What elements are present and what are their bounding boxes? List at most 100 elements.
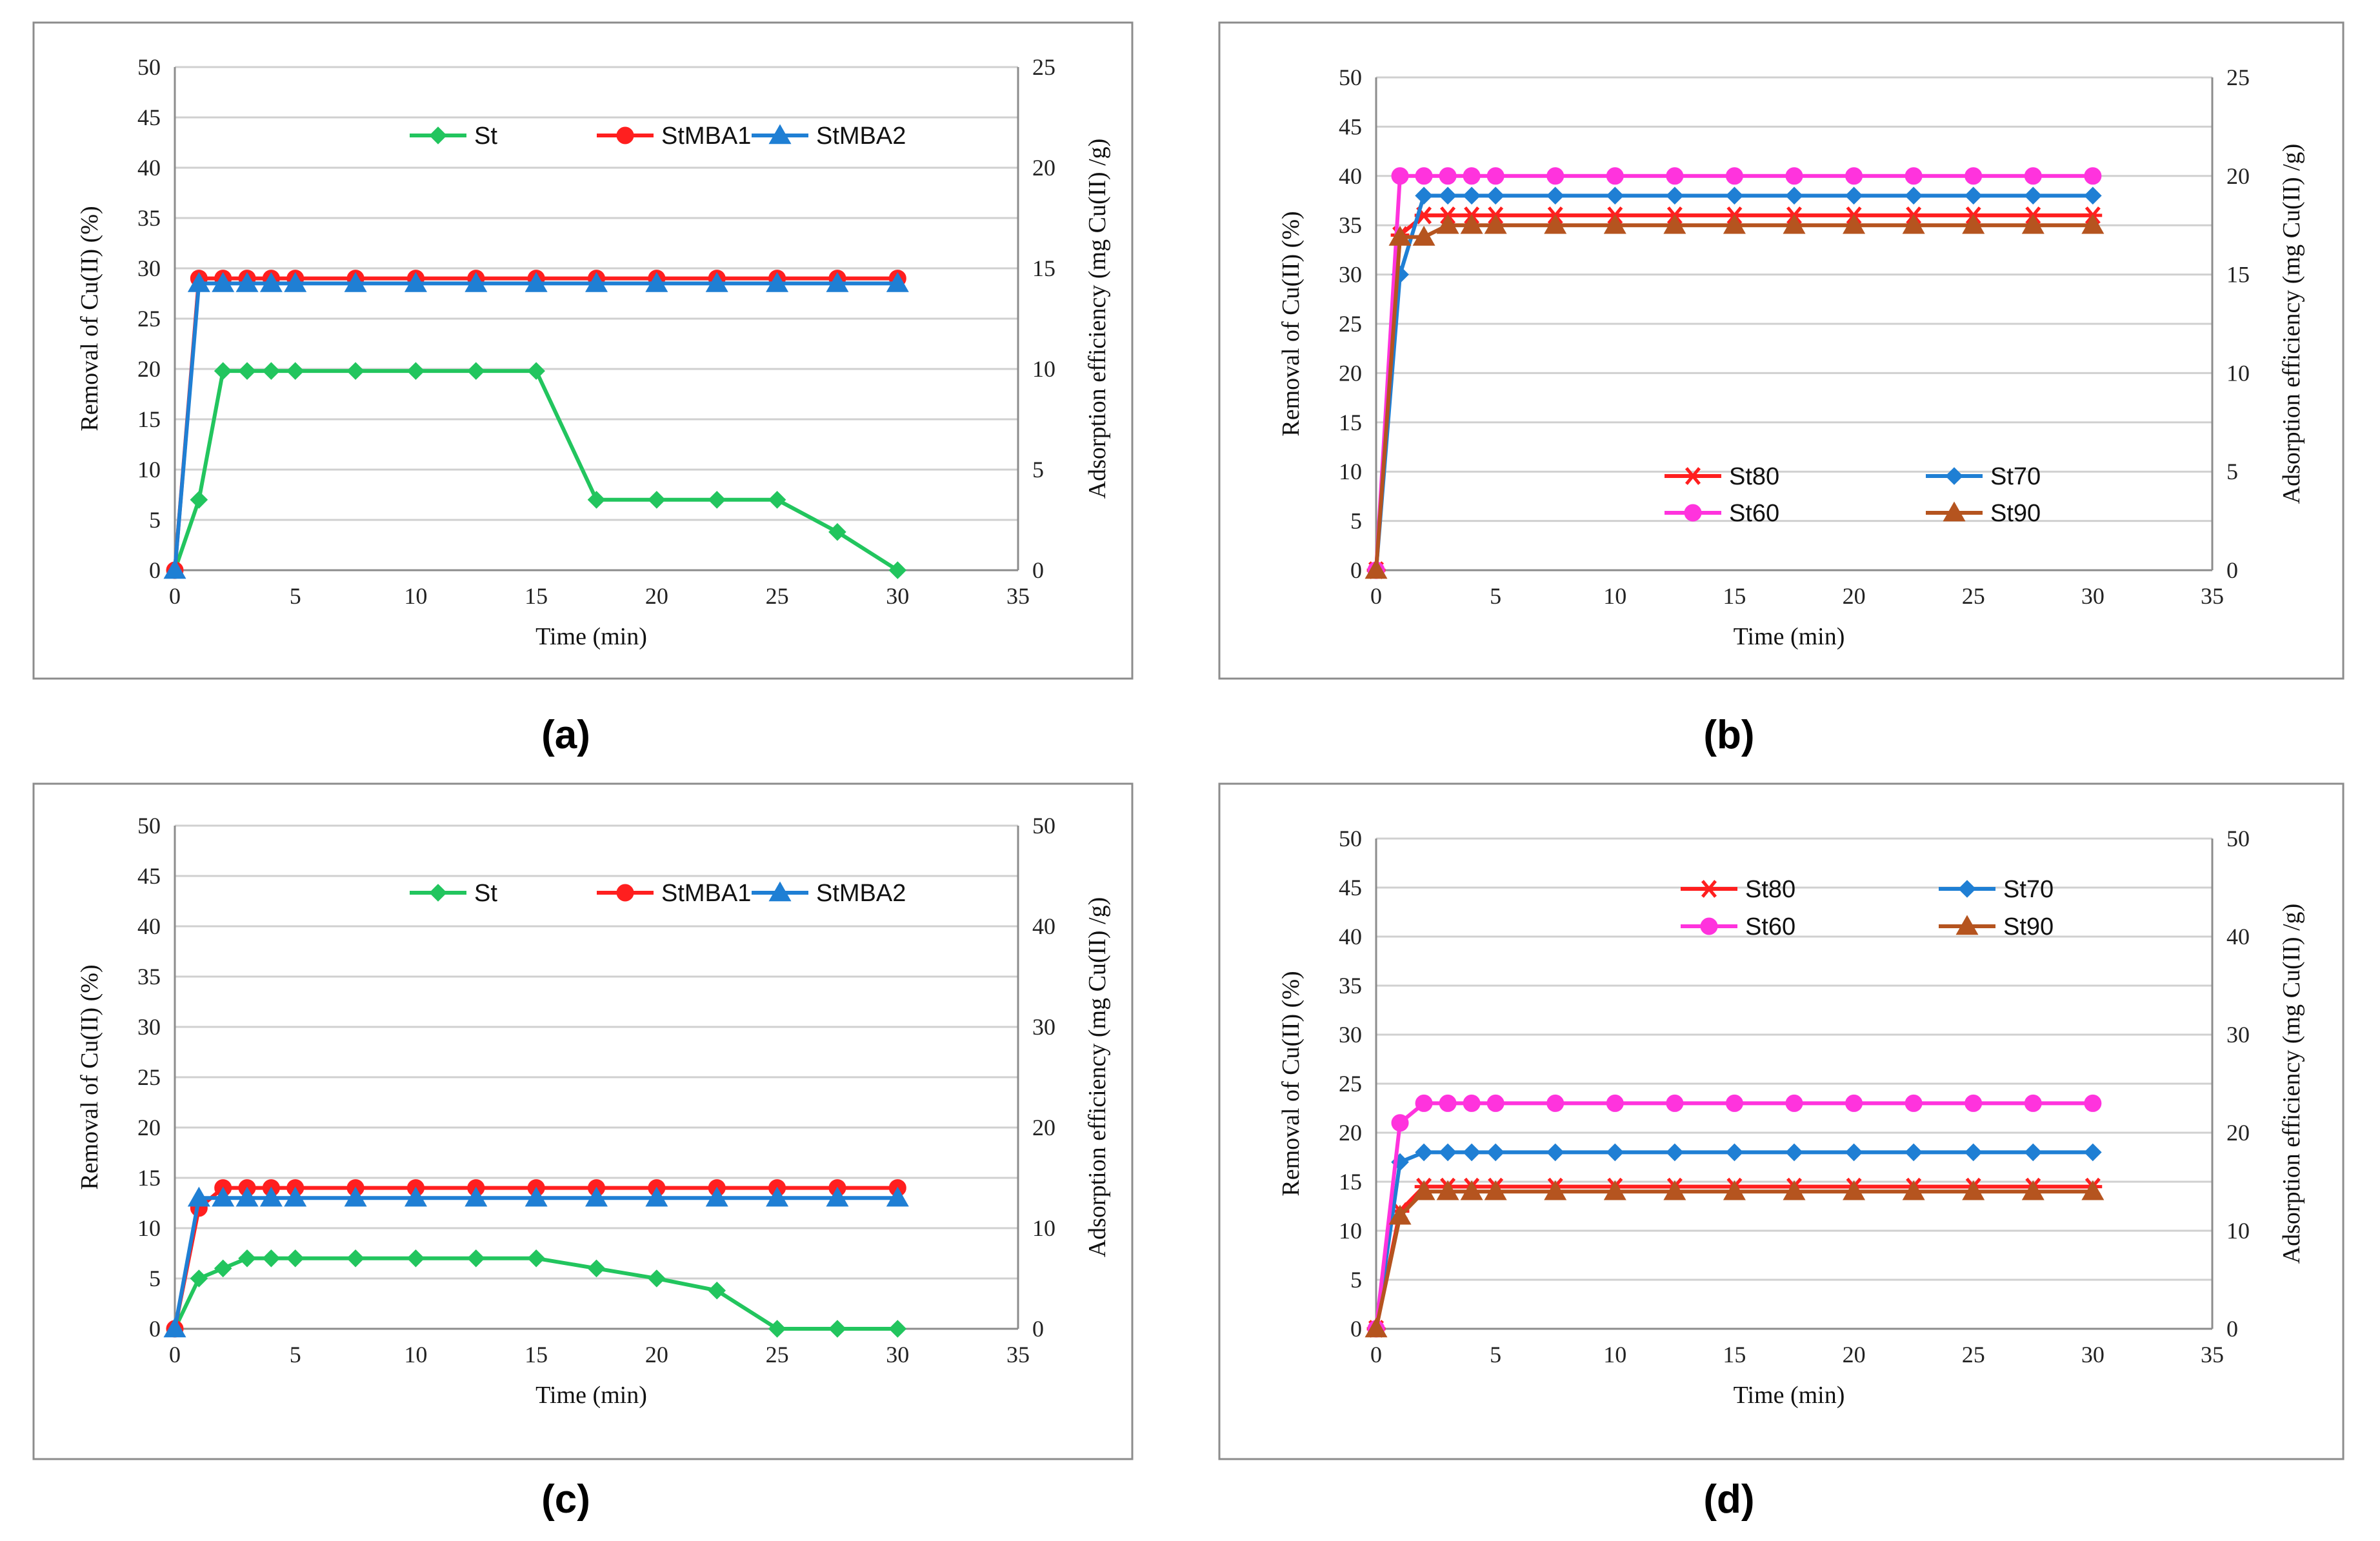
- y-tick-label: 5: [1350, 508, 1362, 534]
- y-tick-label: 15: [137, 1165, 161, 1191]
- y2-tick-label: 0: [1032, 557, 1044, 583]
- legend-label: StMBA1: [661, 123, 751, 150]
- data-point: [1486, 1094, 1505, 1112]
- y-tick-label: 15: [137, 406, 161, 432]
- data-point: [466, 362, 485, 380]
- series-line: [1374, 213, 2093, 571]
- y-tick-label: 25: [1339, 1071, 1362, 1097]
- data-point: [1388, 226, 1412, 246]
- data-point: [1902, 1180, 1925, 1200]
- y-tick-label: 30: [1339, 1022, 1362, 1048]
- y-axis-label: Removal of Cu(II) (%): [1277, 971, 1305, 1196]
- data-point: [1843, 214, 1866, 234]
- series-line: [1374, 194, 2093, 571]
- legend-marker: [1958, 880, 1976, 898]
- y-tick-label: 45: [137, 863, 161, 889]
- x-tick-label: 0: [169, 583, 181, 609]
- y2-tick-label: 10: [1032, 356, 1055, 382]
- y-tick-label: 10: [1339, 459, 1362, 484]
- y2-tick-label: 15: [2226, 262, 2250, 288]
- data-point: [406, 1249, 425, 1268]
- y2-tick-label: 25: [1032, 54, 1055, 80]
- data-point: [888, 1320, 907, 1338]
- y-tick-label: 40: [137, 155, 161, 181]
- y-tick-label: 0: [1350, 1316, 1362, 1342]
- y-tick-label: 20: [137, 1115, 161, 1140]
- data-point: [1463, 1143, 1481, 1162]
- data-point: [1391, 1153, 1409, 1171]
- x-tick-label: 15: [525, 1342, 548, 1367]
- data-point: [1460, 1180, 1483, 1200]
- y2-tick-label: 40: [1032, 913, 1055, 939]
- data-point: [1725, 167, 1743, 185]
- x-tick-label: 35: [1006, 1342, 1030, 1367]
- series-line: [173, 276, 898, 571]
- series-line: [1374, 1101, 2093, 1329]
- y-tick-label: 40: [137, 913, 161, 939]
- legend-marker: [616, 126, 634, 144]
- data-point: [828, 522, 846, 541]
- legend-label: St70: [2003, 876, 2054, 903]
- series-St90: [1365, 1180, 2105, 1338]
- y2-tick-label: 5: [2226, 459, 2238, 484]
- x-tick-label: 35: [1006, 583, 1030, 609]
- x-tick-label: 0: [1370, 1342, 1382, 1367]
- data-point: [1905, 1094, 1923, 1112]
- chart-panel-3: 0 5 10 15 20 25 30 35 40 45 50 0 10 20 30 40 50 0 5 10 15 20 2…: [32, 782, 1134, 1460]
- legend-marker: [429, 884, 447, 902]
- asterisk-stroke: [1416, 206, 1432, 224]
- y2-tick-label: 25: [2226, 65, 2250, 90]
- data-point: [826, 1186, 849, 1207]
- y2-tick-label: 30: [2226, 1022, 2250, 1048]
- data-point: [1725, 1094, 1743, 1112]
- y-tick-label: 5: [149, 507, 161, 533]
- data-point: [1603, 1180, 1626, 1200]
- data-point: [585, 272, 608, 292]
- y2-tick-label: 10: [2226, 360, 2250, 386]
- legend-label: St: [474, 123, 497, 150]
- y2-tick-label: 20: [1032, 155, 1055, 181]
- y-tick-label: 20: [1339, 360, 1362, 386]
- x-tick-label: 30: [2081, 583, 2105, 609]
- legend-label: StMBA2: [816, 880, 906, 907]
- y2-tick-label: 30: [1032, 1014, 1055, 1040]
- data-point: [2024, 1094, 2042, 1112]
- x-tick-label: 35: [2201, 1342, 2224, 1367]
- data-point: [344, 272, 367, 292]
- data-point: [587, 491, 606, 509]
- y2-tick-label: 20: [2226, 1120, 2250, 1146]
- legend-label: St60: [1729, 500, 1779, 527]
- y2-tick-label: 20: [2226, 163, 2250, 189]
- x-tick-label: 10: [404, 1342, 427, 1367]
- data-point: [465, 272, 488, 292]
- data-point: [1965, 167, 1983, 185]
- x-tick-label: 25: [766, 583, 789, 609]
- legend-marker: [1943, 501, 1966, 522]
- y2-axis-label: Adsorption efficiency (mg Cu(II) /g): [2278, 904, 2305, 1264]
- data-point: [2084, 167, 2102, 185]
- data-point: [768, 491, 786, 509]
- data-point: [2084, 1094, 2102, 1112]
- data-point: [1964, 186, 1983, 205]
- y-tick-label: 50: [137, 813, 161, 839]
- data-point: [286, 362, 305, 380]
- data-point: [259, 1186, 283, 1207]
- data-point: [1783, 214, 1806, 234]
- data-point: [404, 1186, 427, 1207]
- x-tick-label: 30: [2081, 1342, 2105, 1367]
- data-point: [2021, 1180, 2045, 1200]
- data-point: [1484, 1180, 1507, 1200]
- data-point: [1486, 186, 1505, 205]
- x-axis-label: Time (min): [1734, 623, 1845, 650]
- data-point: [768, 1320, 786, 1338]
- data-point: [525, 272, 548, 292]
- x-tick-label: 0: [1370, 583, 1382, 609]
- data-point: [1785, 1094, 1803, 1112]
- chart-panel-1: 0 5 10 15 20 25 30 35 40 45 50 0 5 10 15 20 25 0 5 10 15 20 25…: [32, 21, 1134, 680]
- legend-entry: St: [410, 123, 497, 150]
- y-tick-label: 20: [1339, 1120, 1362, 1146]
- data-point: [214, 1259, 232, 1278]
- y-tick-label: 50: [1339, 826, 1362, 851]
- series-StMBA2: [163, 1186, 909, 1338]
